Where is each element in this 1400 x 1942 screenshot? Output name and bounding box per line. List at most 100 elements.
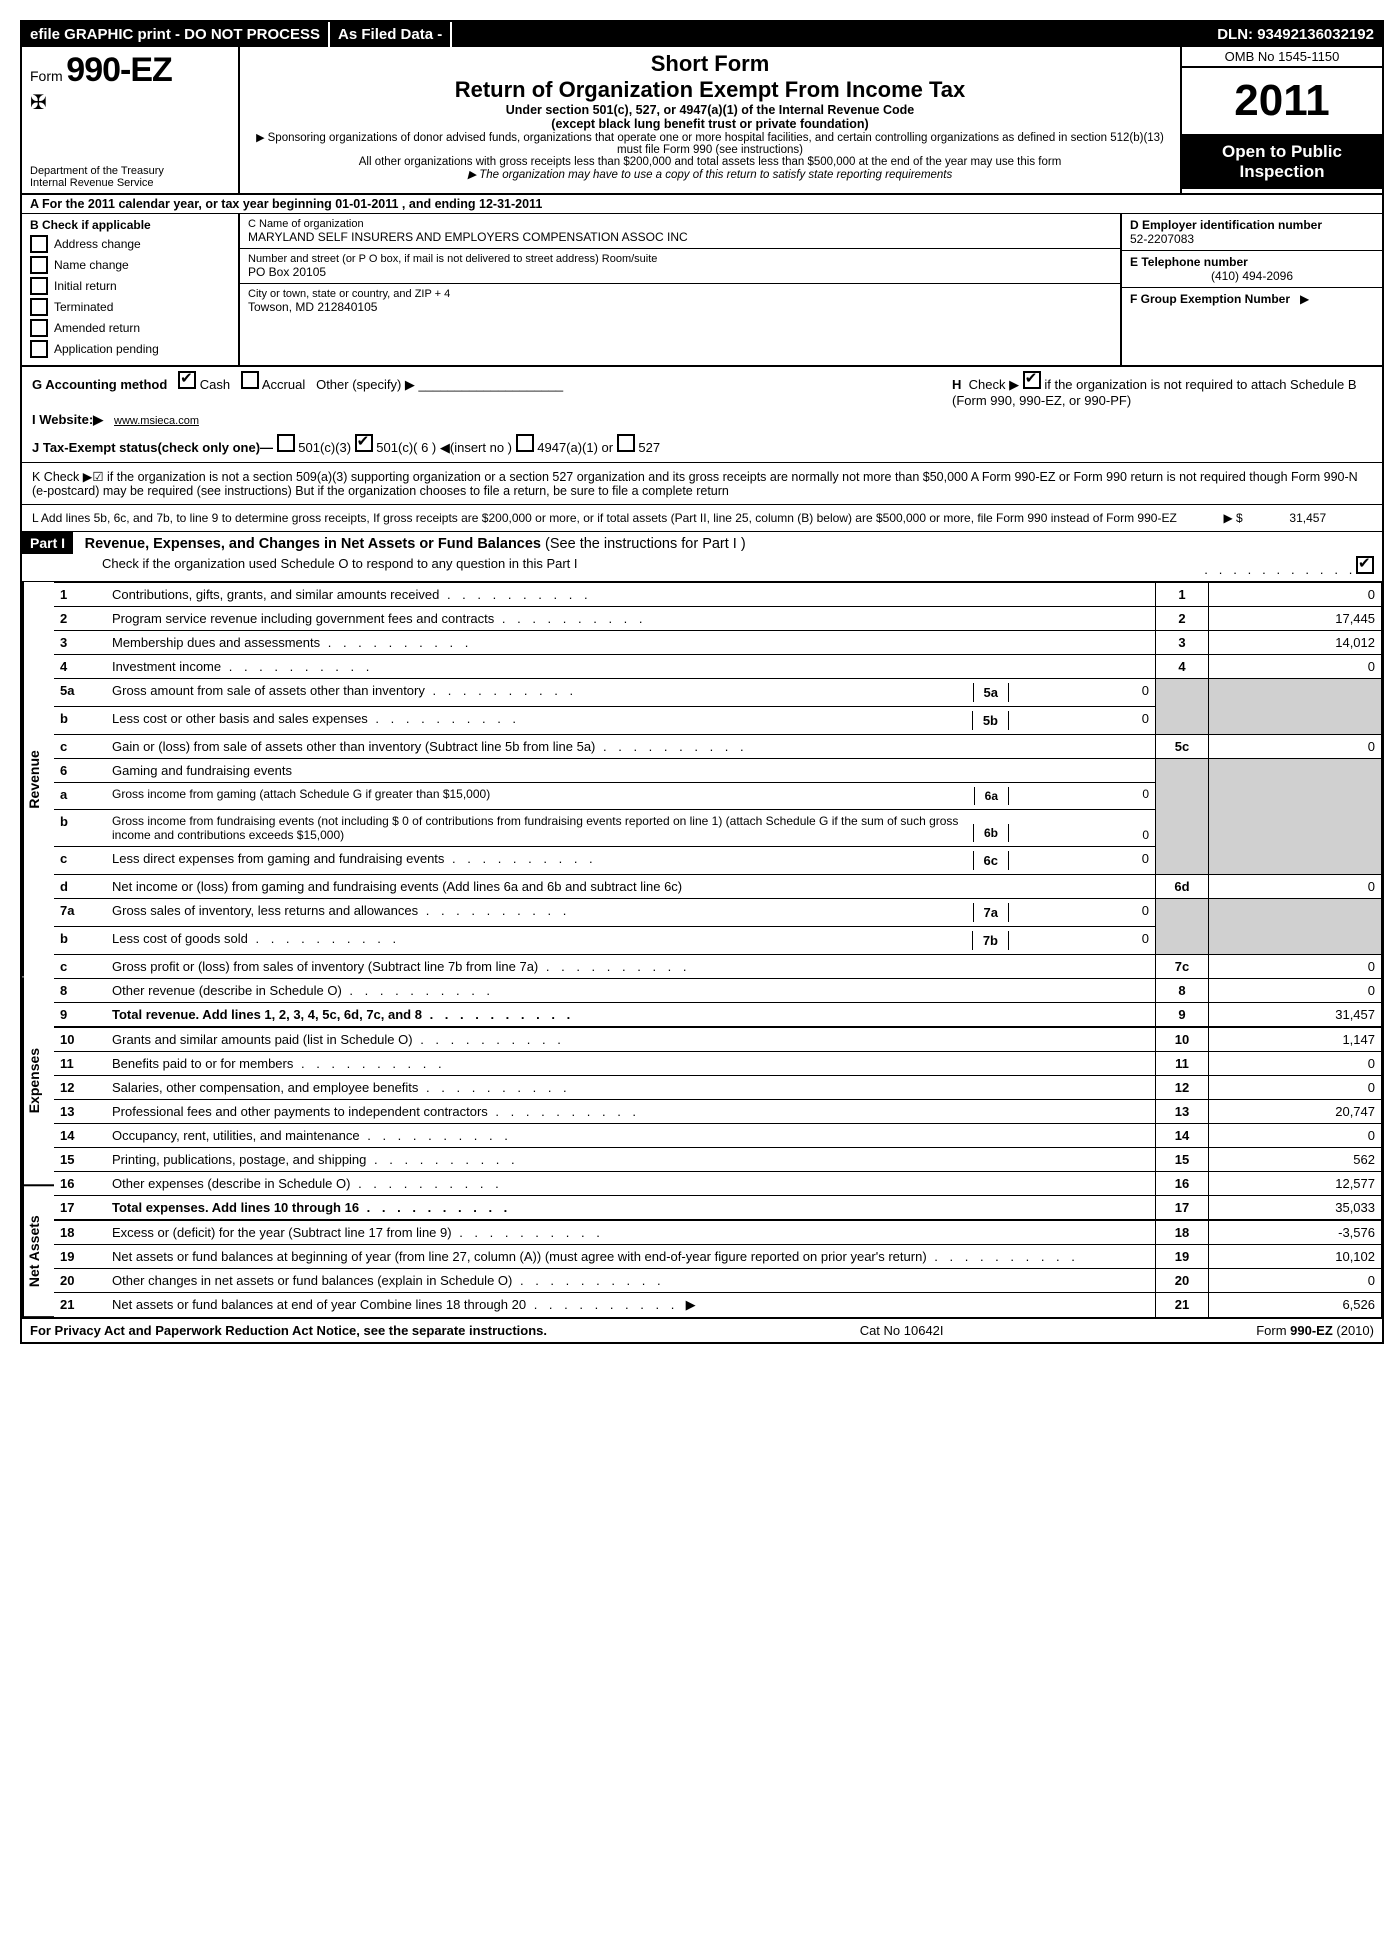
efile-label: efile GRAPHIC print - DO NOT PROCESS <box>22 22 330 47</box>
dept-irs: Internal Revenue Service <box>30 177 230 189</box>
line-4: 4Investment income40 <box>54 655 1382 679</box>
form-label: Form <box>30 68 63 84</box>
phone-label: E Telephone number <box>1130 255 1374 269</box>
lbl-terminated: Terminated <box>54 300 113 314</box>
line-a: A For the 2011 calendar year, or tax yea… <box>22 195 1382 214</box>
website-link[interactable]: www.msieca.com <box>114 415 199 427</box>
chk-name-change[interactable] <box>30 256 48 274</box>
city-label: City or town, state or country, and ZIP … <box>248 288 1112 300</box>
part1-title: Revenue, Expenses, and Changes in Net As… <box>77 532 754 556</box>
phone-value: (410) 494-2096 <box>1130 269 1374 283</box>
i-label: I Website:▶ <box>32 412 103 427</box>
vlabel-expenses: Expenses <box>22 977 54 1186</box>
chk-terminated[interactable] <box>30 298 48 316</box>
row-l: L Add lines 5b, 6c, and 7b, to line 9 to… <box>22 505 1382 532</box>
header-center: Short Form Return of Organization Exempt… <box>240 47 1180 193</box>
lbl-pending: Application pending <box>54 342 159 356</box>
g-accounting: G Accounting method Cash Accrual Other (… <box>32 371 563 408</box>
note-2: All other organizations with gross recei… <box>252 156 1168 168</box>
line-21: 21Net assets or fund balances at end of … <box>54 1293 1382 1318</box>
lbl-501c: 501(c)( 6 ) ◀(insert no ) <box>376 440 512 455</box>
chk-initial-return[interactable] <box>30 277 48 295</box>
col-b: B Check if applicable Address change Nam… <box>22 214 240 365</box>
open-inspection: Open to Public Inspection <box>1182 136 1382 189</box>
top-bar: efile GRAPHIC print - DO NOT PROCESS As … <box>22 22 1382 47</box>
form-990ez-page: efile GRAPHIC print - DO NOT PROCESS As … <box>20 20 1384 1344</box>
form-subtitle: Under section 501(c), 527, or 4947(a)(1)… <box>252 103 1168 117</box>
chk-address-change[interactable] <box>30 235 48 253</box>
chk-amended[interactable] <box>30 319 48 337</box>
chk-pending[interactable] <box>30 340 48 358</box>
line-17: 17Total expenses. Add lines 10 through 1… <box>54 1196 1382 1221</box>
omb-number: OMB No 1545-1150 <box>1182 47 1382 68</box>
asfiled-label: As Filed Data - <box>330 22 452 47</box>
line-3: 3Membership dues and assessments314,012 <box>54 631 1382 655</box>
l-dollar: ▶ $ <box>1223 511 1242 525</box>
line-13: 13Professional fees and other payments t… <box>54 1100 1382 1124</box>
lbl-cash: Cash <box>200 377 230 392</box>
footer-right: Form 990-EZ (2010) <box>1256 1323 1374 1338</box>
note-3: The organization may have to use a copy … <box>252 168 1168 181</box>
chk-cash[interactable] <box>178 371 196 389</box>
chk-4947[interactable] <box>516 434 534 452</box>
line-7a: 7aGross sales of inventory, less returns… <box>54 899 1382 927</box>
part1-grid: Revenue Expenses Net Assets 1Contributio… <box>22 582 1382 1318</box>
line-19: 19Net assets or fund balances at beginni… <box>54 1245 1382 1269</box>
short-form-label: Short Form <box>252 51 1168 77</box>
line-12: 12Salaries, other compensation, and empl… <box>54 1076 1382 1100</box>
header-right: OMB No 1545-1150 2011 Open to Public Ins… <box>1180 47 1382 193</box>
line-1: 1Contributions, gifts, grants, and simil… <box>54 583 1382 607</box>
col-b-title: B Check if applicable <box>30 218 230 232</box>
footer-left: For Privacy Act and Paperwork Reduction … <box>30 1323 547 1338</box>
l-text: L Add lines 5b, 6c, and 7b, to line 9 to… <box>32 511 1177 525</box>
chk-501c[interactable] <box>355 434 373 452</box>
line-20: 20Other changes in net assets or fund ba… <box>54 1269 1382 1293</box>
line-8: 8Other revenue (describe in Schedule O)8… <box>54 979 1382 1003</box>
page-footer: For Privacy Act and Paperwork Reduction … <box>22 1318 1382 1342</box>
h-check-label: Check ▶ <box>969 377 1019 392</box>
line-11: 11Benefits paid to or for members110 <box>54 1052 1382 1076</box>
ein-label: D Employer identification number <box>1130 218 1374 232</box>
col-c: C Name of organization MARYLAND SELF INS… <box>240 214 1120 365</box>
j-label: J Tax-Exempt status(check only one)— <box>32 440 273 455</box>
lbl-accrual: Accrual <box>262 377 305 392</box>
chk-527[interactable] <box>617 434 635 452</box>
line-21-desc: Net assets or fund balances at end of ye… <box>112 1297 678 1312</box>
note-1: Sponsoring organizations of donor advise… <box>252 131 1168 156</box>
row-i: I Website:▶ www.msieca.com <box>22 412 1382 428</box>
part1-check-text: Check if the organization used Schedule … <box>102 556 578 577</box>
header-left: Form 990-EZ ✠ Department of the Treasury… <box>22 47 240 193</box>
chk-accrual[interactable] <box>241 371 259 389</box>
chk-501c3[interactable] <box>277 434 295 452</box>
vlabel-netassets: Net Assets <box>22 1186 54 1318</box>
line-5a: 5aGross amount from sale of assets other… <box>54 679 1382 707</box>
form-header: Form 990-EZ ✠ Department of the Treasury… <box>22 47 1382 195</box>
part1-hint: (See the instructions for Part I ) <box>545 536 746 552</box>
lbl-amended: Amended return <box>54 321 140 335</box>
dln-label: DLN: 93492136032192 <box>1209 22 1382 47</box>
row-k: K Check ▶☑ if the organization is not a … <box>22 463 1382 505</box>
part1-header-row: Part I Revenue, Expenses, and Changes in… <box>22 532 1382 582</box>
irs-logo-icon: ✠ <box>30 90 230 115</box>
part1-title-text: Revenue, Expenses, and Changes in Net As… <box>85 536 541 552</box>
line-2: 2Program service revenue including gover… <box>54 607 1382 631</box>
lbl-initial-return: Initial return <box>54 279 117 293</box>
vlabel-revenue: Revenue <box>22 582 54 977</box>
g-label: G Accounting method <box>32 377 167 392</box>
part1-check-row: Check if the organization used Schedule … <box>22 554 1382 581</box>
section-bcd: B Check if applicable Address change Nam… <box>22 214 1382 367</box>
line-15: 15Printing, publications, postage, and s… <box>54 1148 1382 1172</box>
part1-table: 1Contributions, gifts, grants, and simil… <box>54 582 1382 1318</box>
lbl-address-change: Address change <box>54 237 141 251</box>
chk-schedule-b[interactable] <box>1023 371 1041 389</box>
org-address: PO Box 20105 <box>248 265 1112 279</box>
lbl-name-change: Name change <box>54 258 129 272</box>
org-city: Towson, MD 212840105 <box>248 300 1112 314</box>
chk-schedule-o[interactable] <box>1356 556 1374 574</box>
row-gh: G Accounting method Cash Accrual Other (… <box>22 367 1382 412</box>
line-5c: cGain or (loss) from sale of assets othe… <box>54 735 1382 759</box>
group-exempt-label: F Group Exemption Number <box>1130 292 1290 306</box>
footer-mid: Cat No 10642I <box>860 1323 944 1338</box>
form-subtitle2: (except black lung benefit trust or priv… <box>252 117 1168 131</box>
lbl-4947: 4947(a)(1) or <box>537 440 613 455</box>
